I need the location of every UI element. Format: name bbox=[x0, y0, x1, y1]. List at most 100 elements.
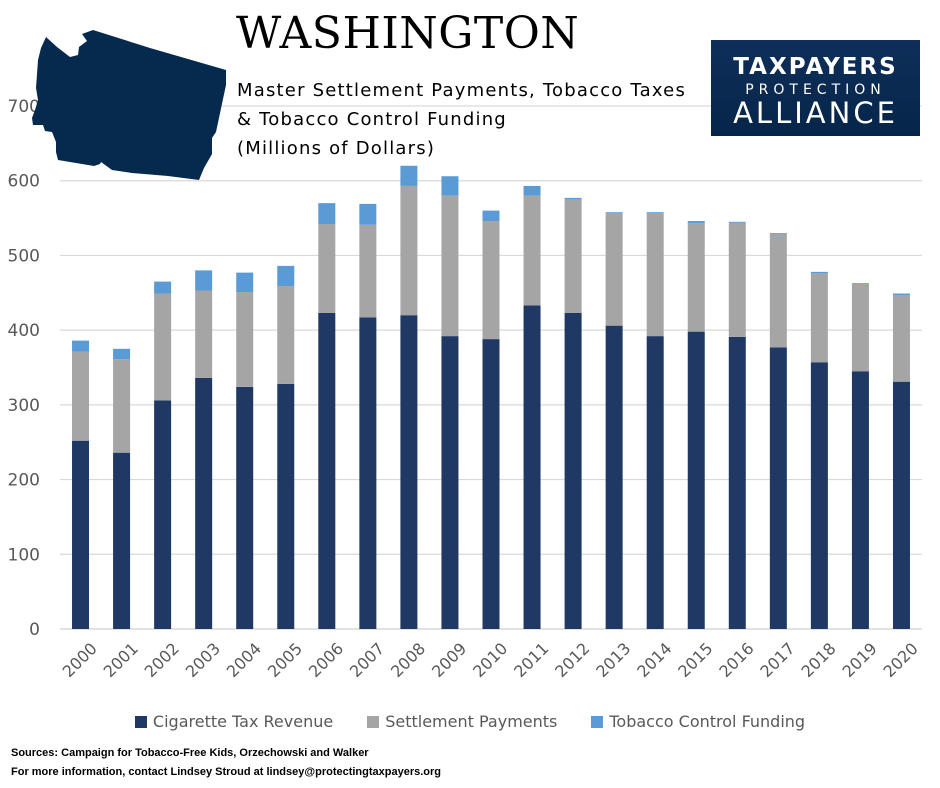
bar-settlement-2011 bbox=[523, 195, 541, 306]
bar-tobacco-control-2016 bbox=[728, 221, 746, 223]
bar-tobacco-control-2020 bbox=[892, 293, 910, 296]
legend-swatch-cigarette-tax bbox=[134, 715, 147, 728]
x-tick-label: 2015 bbox=[674, 639, 716, 681]
y-tick-label: 200 bbox=[8, 471, 40, 491]
bar-tobacco-control-2001 bbox=[113, 348, 131, 360]
bar-cigarette-tax-2002 bbox=[154, 400, 172, 629]
x-tick-label: 2020 bbox=[880, 639, 922, 681]
x-tick-label: 2003 bbox=[182, 639, 224, 681]
bar-settlement-2006 bbox=[318, 224, 336, 313]
y-tick-label: 0 bbox=[29, 620, 40, 640]
bar-cigarette-tax-2009 bbox=[441, 336, 459, 629]
x-tick-label: 2016 bbox=[715, 639, 757, 681]
bar-tobacco-control-2008 bbox=[400, 165, 418, 186]
bar-settlement-2012 bbox=[564, 199, 582, 313]
bar-settlement-2000 bbox=[72, 351, 90, 441]
x-tick-label: 2010 bbox=[469, 639, 511, 681]
bars bbox=[72, 165, 910, 629]
page-title: WASHINGTON bbox=[236, 8, 580, 59]
bar-tobacco-control-2017 bbox=[769, 233, 787, 234]
bar-settlement-2009 bbox=[441, 195, 459, 337]
bar-settlement-2013 bbox=[605, 212, 623, 326]
bar-cigarette-tax-2000 bbox=[72, 440, 90, 629]
bar-cigarette-tax-2020 bbox=[892, 381, 910, 629]
bar-cigarette-tax-2005 bbox=[277, 383, 295, 629]
bar-cigarette-tax-2004 bbox=[236, 386, 254, 629]
bar-tobacco-control-2004 bbox=[236, 272, 254, 293]
bar-cigarette-tax-2019 bbox=[851, 371, 869, 629]
washington-state-silhouette bbox=[32, 30, 226, 180]
bar-cigarette-tax-2013 bbox=[605, 325, 623, 629]
bar-tobacco-control-2005 bbox=[277, 265, 295, 287]
x-tick-label: 2005 bbox=[264, 639, 306, 681]
bar-cigarette-tax-2008 bbox=[400, 315, 418, 629]
bar-settlement-2004 bbox=[236, 292, 254, 387]
bar-tobacco-control-2007 bbox=[359, 203, 377, 225]
bar-cigarette-tax-2017 bbox=[769, 347, 787, 629]
logo-line-1: TAXPAYERS bbox=[733, 54, 898, 80]
x-tick-label: 2019 bbox=[839, 639, 881, 681]
y-tick-label: 400 bbox=[8, 321, 40, 341]
logo-line-3: ALLIANCE bbox=[733, 96, 898, 130]
x-tick-label: 2004 bbox=[223, 639, 265, 681]
legend-item-cigarette-tax: Cigarette Tax Revenue bbox=[134, 712, 333, 731]
bar-tobacco-control-2006 bbox=[318, 203, 336, 225]
contact-note: For more information, contact Lindsey St… bbox=[11, 766, 442, 778]
subtitle-line-2: & Tobacco Control Funding bbox=[237, 109, 507, 130]
x-axis-ticks: 2000200120022003200420052006200720082009… bbox=[59, 639, 922, 681]
legend-swatch-tobacco-control bbox=[591, 715, 604, 728]
bar-cigarette-tax-2001 bbox=[113, 452, 131, 629]
bar-cigarette-tax-2018 bbox=[810, 362, 828, 629]
bar-tobacco-control-2019 bbox=[851, 283, 869, 284]
subtitle-line-1: Master Settlement Payments, Tobacco Taxe… bbox=[237, 80, 687, 101]
x-tick-label: 2017 bbox=[756, 639, 798, 681]
legend-swatch-settlement bbox=[367, 715, 380, 728]
bar-settlement-2001 bbox=[113, 359, 131, 453]
legend-label: Settlement Payments bbox=[385, 712, 558, 731]
bar-cigarette-tax-2015 bbox=[687, 331, 705, 629]
x-tick-label: 2012 bbox=[551, 639, 593, 681]
bar-settlement-2008 bbox=[400, 185, 418, 316]
bar-tobacco-control-2013 bbox=[605, 212, 623, 213]
x-tick-label: 2007 bbox=[346, 639, 388, 681]
x-tick-label: 2008 bbox=[387, 639, 429, 681]
bar-settlement-2020 bbox=[892, 295, 910, 382]
bar-cigarette-tax-2016 bbox=[728, 336, 746, 629]
legend-item-settlement: Settlement Payments bbox=[367, 712, 557, 731]
x-tick-label: 2000 bbox=[59, 639, 101, 681]
y-tick-label: 700 bbox=[8, 97, 40, 117]
bar-cigarette-tax-2010 bbox=[482, 339, 500, 629]
bar-tobacco-control-2003 bbox=[195, 270, 213, 291]
bar-settlement-2014 bbox=[646, 212, 664, 337]
chart-legend: Cigarette Tax Revenue Settlement Payment… bbox=[0, 712, 940, 731]
x-tick-label: 2009 bbox=[428, 639, 470, 681]
bar-settlement-2015 bbox=[687, 223, 705, 332]
bar-cigarette-tax-2014 bbox=[646, 336, 664, 629]
sources-note: Sources: Campaign for Tobacco-Free Kids,… bbox=[11, 747, 369, 759]
bar-settlement-2010 bbox=[482, 221, 500, 340]
logo-line-2: PROTECTION bbox=[745, 82, 886, 98]
bar-cigarette-tax-2007 bbox=[359, 317, 377, 629]
bar-cigarette-tax-2006 bbox=[318, 312, 336, 629]
taxpayers-protection-alliance-logo: TAXPAYERS PROTECTION ALLIANCE bbox=[711, 40, 920, 136]
x-tick-label: 2013 bbox=[592, 639, 634, 681]
x-tick-label: 2018 bbox=[797, 639, 839, 681]
bar-cigarette-tax-2003 bbox=[195, 377, 213, 629]
bar-cigarette-tax-2011 bbox=[523, 305, 541, 629]
y-tick-label: 100 bbox=[8, 545, 40, 565]
x-tick-label: 2006 bbox=[305, 639, 347, 681]
bar-tobacco-control-2015 bbox=[687, 221, 705, 224]
bar-tobacco-control-2014 bbox=[646, 212, 664, 213]
subtitle-line-3: (Millions of Dollars) bbox=[237, 138, 436, 159]
x-tick-label: 2001 bbox=[100, 639, 142, 681]
y-axis-ticks: 0 100 200 300 400 500 600 700 bbox=[8, 97, 40, 640]
bar-tobacco-control-2010 bbox=[482, 210, 500, 222]
x-tick-label: 2002 bbox=[141, 639, 183, 681]
bar-settlement-2003 bbox=[195, 290, 213, 378]
bar-settlement-2017 bbox=[769, 233, 787, 348]
bar-tobacco-control-2002 bbox=[154, 281, 172, 294]
bar-settlement-2016 bbox=[728, 222, 746, 337]
legend-label: Tobacco Control Funding bbox=[609, 712, 806, 731]
bar-tobacco-control-2012 bbox=[564, 197, 582, 200]
